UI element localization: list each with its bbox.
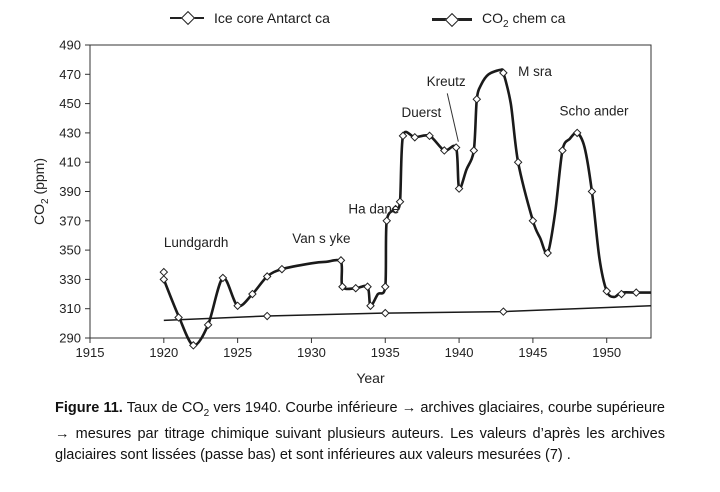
legend-sample-thick — [432, 12, 472, 28]
data-point-chemical — [248, 289, 257, 299]
data-point-chemical — [469, 146, 479, 155]
data-point-chemical — [558, 146, 567, 155]
legend-sample-thin — [170, 10, 204, 26]
y-tick-label: 330 — [59, 272, 81, 287]
y-tick-label: 450 — [59, 96, 81, 111]
x-tick-label: 1915 — [76, 345, 105, 360]
y-tick-label: 390 — [59, 184, 81, 199]
data-point-chemical — [410, 132, 420, 142]
data-point-chemical — [233, 301, 242, 311]
annotation-pointer — [446, 93, 459, 142]
legend-item-chemical: CO2 chem ca — [432, 10, 565, 30]
annotation-label: Van s yke — [292, 231, 350, 246]
data-point-chemical — [440, 146, 449, 155]
legend-item-ice-core: Ice core Antarct ca — [170, 10, 330, 26]
x-tick-label: 1920 — [149, 345, 178, 360]
y-tick-label: 310 — [59, 301, 81, 316]
data-point-ice-core — [262, 311, 272, 321]
data-point-chemical — [262, 272, 272, 281]
data-point-chemical — [338, 282, 347, 292]
data-point-chemical — [351, 283, 361, 293]
legend-label-chemical: CO2 chem ca — [482, 10, 566, 30]
caption-label: Figure 11. — [55, 400, 123, 416]
data-point-chemical — [602, 286, 612, 296]
figure-caption: Figure 11. Taux de CO2 vers 1940. Courbe… — [55, 400, 665, 463]
plot-frame — [89, 44, 652, 339]
data-point-chemical — [189, 341, 198, 350]
annotation-label: Scho ander — [559, 103, 629, 118]
data-point-chemical — [543, 248, 552, 258]
data-point-chemical — [159, 267, 169, 277]
y-tick-label: 430 — [59, 125, 81, 140]
x-axis-label: Year — [356, 370, 385, 386]
annotation-label: Ha dane — [348, 201, 399, 216]
x-tick-label: 1930 — [297, 345, 326, 360]
data-point-chemical — [587, 187, 597, 196]
y-tick-label: 410 — [59, 155, 81, 170]
data-point-chemical — [366, 301, 375, 311]
y-tick-label: 470 — [59, 67, 81, 82]
data-point-chemical — [203, 320, 213, 330]
data-point-chemical — [499, 68, 508, 78]
y-tick-label: 370 — [59, 213, 81, 228]
data-point-chemical — [451, 143, 461, 152]
y-axis-label: CO2 (ppm) — [31, 158, 51, 225]
annotation-label: Lundgardh — [164, 235, 229, 250]
data-point-chemical — [572, 128, 582, 138]
co2-line-chart: 290 310 330 350 370 390 410 430 450 470 490 1915 192… — [31, 38, 652, 386]
y-tick-label: 290 — [59, 331, 81, 346]
chart-legend: Ice core Antarct ca CO2 chem ca — [0, 8, 720, 34]
data-point-ice-core — [499, 307, 508, 316]
data-point-chemical — [218, 273, 228, 283]
data-point-chemical — [454, 184, 464, 193]
x-tick-label: 1935 — [371, 345, 400, 360]
x-tick-label: 1925 — [223, 345, 252, 360]
annotation-label: M sra — [518, 64, 552, 79]
annotation-label: Duerst — [402, 105, 442, 120]
annotation-label: Kreutz — [427, 74, 466, 89]
data-point-chemical — [391, 204, 400, 214]
data-point-chemical — [617, 289, 626, 299]
data-point-chemical — [528, 216, 538, 226]
data-point-chemical — [425, 131, 434, 141]
y-tick-label: 350 — [59, 243, 81, 258]
data-point-ice-core — [380, 308, 390, 318]
data-point-chemical — [631, 288, 641, 297]
data-point-chemical — [382, 216, 392, 226]
data-point-chemical — [277, 264, 287, 274]
data-point-chemical — [174, 313, 183, 322]
x-tick-label: 1940 — [445, 345, 474, 360]
data-point-chemical — [472, 94, 482, 104]
x-tick-label: 1950 — [592, 345, 621, 360]
data-point-chemical — [159, 275, 169, 284]
data-point-chemical — [380, 282, 390, 292]
data-point-chemical — [513, 157, 523, 167]
x-tick-label: 1945 — [518, 345, 547, 360]
data-point-chemical — [336, 256, 346, 265]
data-point-chemical — [363, 282, 372, 292]
legend-label-ice-core: Ice core Antarct ca — [214, 10, 330, 26]
data-point-chemical — [395, 197, 405, 207]
y-tick-label: 490 — [59, 38, 81, 53]
data-point-chemical — [398, 131, 408, 141]
